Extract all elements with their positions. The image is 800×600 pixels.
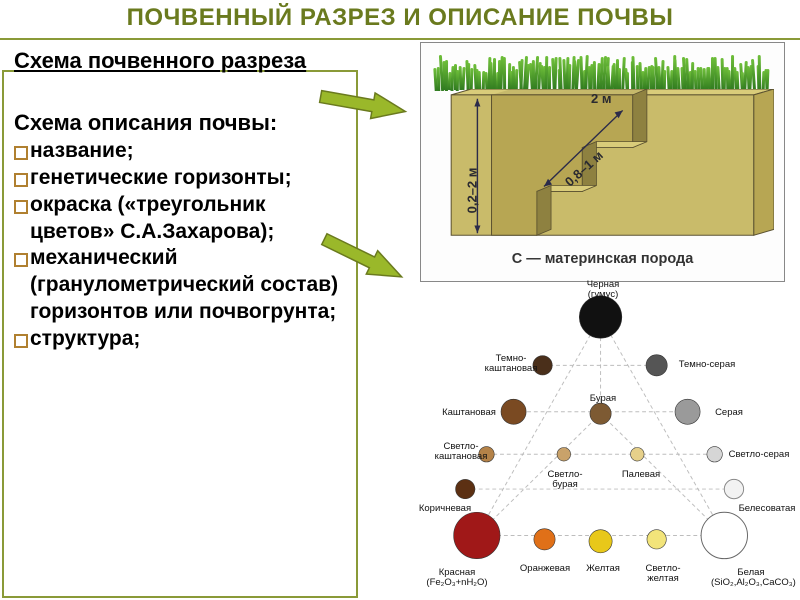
color-node-label: Светло-каштановая [421,442,501,462]
list-item: название; [14,138,348,165]
scheme-heading: Схема почвенного разреза [14,48,348,74]
color-node-label: Темно-каштановая [471,354,551,374]
color-node-label: Белая(SiO₂,Al₂O₃,CaCO₃) [711,568,791,588]
color-node-label: Светло-серая [719,450,799,460]
color-node-label: Темно-серая [667,360,747,370]
page-title: ПОЧВЕННЫЙ РАЗРЕЗ И ОПИСАНИЕ ПОЧВЫ [10,4,790,32]
soil-pit-svg [431,89,774,245]
list-item: генетические горизонты; [14,165,348,192]
right-panel: С — материнская порода 2 м0,2–2 м0,8–1 м… [360,40,800,570]
color-triangle-svg [415,288,790,578]
color-node-label: Светло-бурая [525,470,605,490]
list-item: механический (гранулометрический состав)… [14,245,348,326]
color-node-label: Красная(Fe₂O₃+nH₂O) [417,568,497,588]
title-bar: ПОЧВЕННЫЙ РАЗРЕЗ И ОПИСАНИЕ ПОЧВЫ [0,0,800,40]
color-node [631,447,645,461]
list-item: окраска («треугольник цветов» С.А.Захаро… [14,192,348,246]
color-node-label: Серая [689,408,769,418]
color-triangle-figure: Черная(гумус)Темно-каштановаяТемно-серая… [415,288,790,578]
grass-layer [431,53,774,91]
color-node-label: Бурая [563,394,643,404]
color-node [454,512,500,558]
list-item: структура; [14,326,348,353]
left-panel: Схема почвенного разреза Схема описания … [0,40,360,570]
soil-block [431,89,774,245]
color-node [456,479,475,498]
bedrock-label: С — материнская порода [431,251,774,267]
color-node [557,447,571,461]
dimension-label: 0,2–2 м [464,167,479,213]
color-node [701,512,747,558]
color-node [724,479,743,498]
color-node-label: Коричневая [405,504,485,514]
color-node [534,528,555,549]
soil-pit-figure: С — материнская порода 2 м0,2–2 м0,8–1 м [420,42,785,282]
color-node [590,403,611,424]
color-node [589,529,612,552]
color-node [647,529,666,548]
dimension-label: 2 м [591,91,611,106]
color-node-label: Светло-желтая [623,564,703,584]
color-node [646,354,667,375]
description-subheading: Схема описания почвы: [14,110,348,136]
color-node-label: Белесоватая [727,504,800,514]
color-node-label: Каштановая [429,408,509,418]
color-node-label: Черная(гумус) [563,280,643,300]
color-node-label: Палевая [601,470,681,480]
color-node [579,295,622,338]
description-list: название;генетические горизонты;окраска … [14,138,348,353]
